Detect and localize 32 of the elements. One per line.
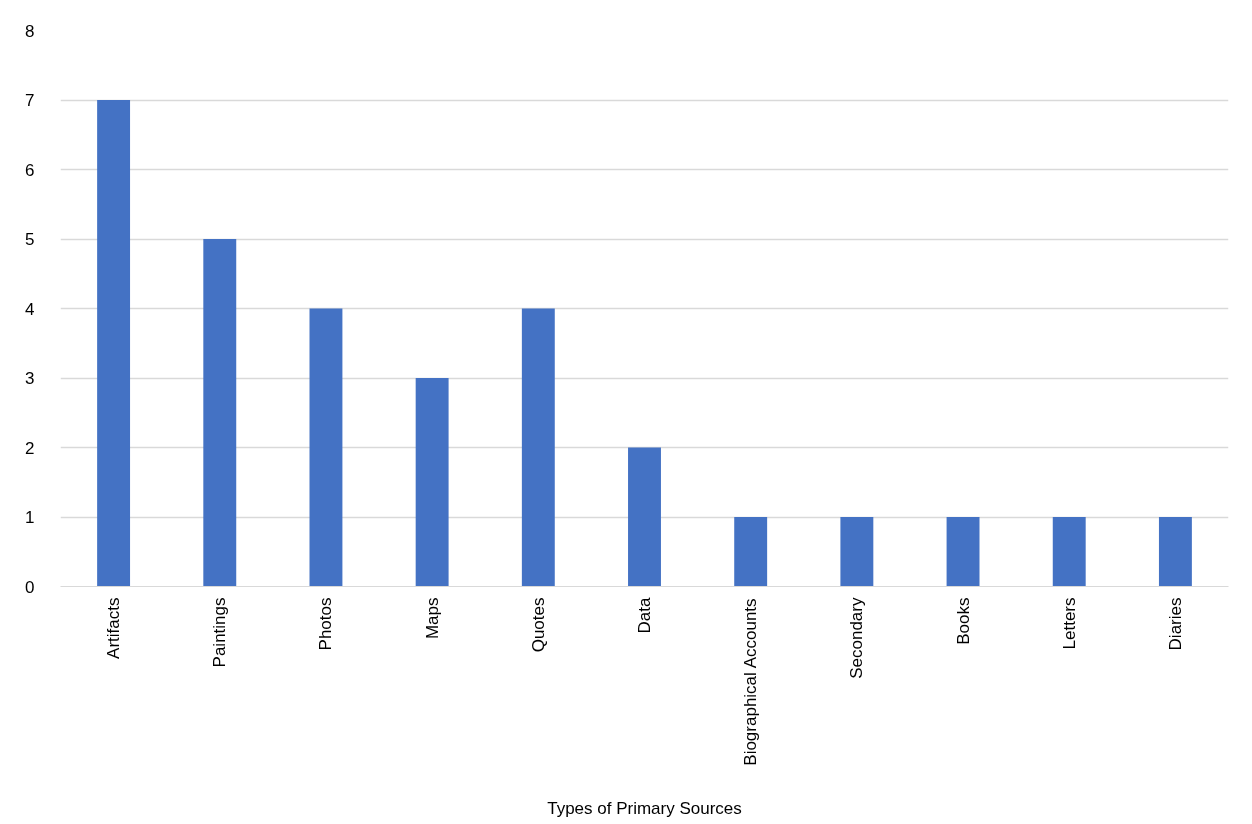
x-axis-title: Types of Primary Sources [547, 798, 742, 818]
x-tick-label: Data [635, 596, 654, 634]
x-tick-label: Paintings [210, 597, 230, 668]
bar [628, 447, 661, 587]
y-tick-label: 5 [25, 230, 35, 249]
bar [521, 308, 555, 587]
y-tick-label: 6 [25, 160, 35, 180]
x-tick-label: Biographical Accounts [741, 598, 761, 766]
x-tick-label: Maps [422, 597, 442, 640]
bar [946, 517, 980, 587]
x-tick-label: Books [953, 597, 973, 645]
y-tick-label: 7 [25, 91, 35, 110]
bar [415, 378, 449, 587]
y-tick-label: 1 [25, 508, 35, 527]
x-tick-label: Letters [1059, 597, 1079, 650]
bar [840, 517, 874, 587]
y-tick-label: 8 [25, 21, 35, 41]
bar [1052, 517, 1086, 587]
bar [97, 100, 131, 587]
bar [734, 517, 768, 587]
x-tick-label: Secondary [847, 597, 867, 679]
x-tick-label: Diaries [1165, 597, 1185, 651]
x-tick-label: Photos [316, 597, 336, 651]
y-tick-label: 4 [25, 299, 35, 319]
bar [203, 239, 237, 587]
y-tick-label: 0 [25, 577, 35, 597]
bar [309, 308, 343, 587]
y-tick-label: 2 [25, 438, 35, 458]
x-tick-label: Artifacts [104, 597, 124, 659]
bar [1158, 517, 1192, 587]
y-tick-label: 3 [25, 369, 35, 388]
x-tick-label: Quotes [528, 597, 548, 653]
